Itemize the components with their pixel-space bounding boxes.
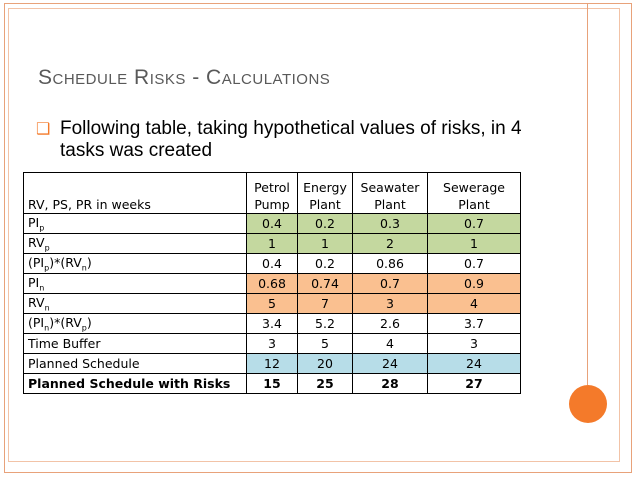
table-row: RVp 1 1 2 1	[23, 233, 521, 254]
table-cell: 0.68	[246, 273, 298, 294]
row-label-part: p	[39, 223, 45, 233]
table-cell: 3	[427, 333, 521, 354]
table-row: (PIp)*(RVn) 0.4 0.2 0.86 0.7	[23, 253, 521, 274]
table-cell: 1	[246, 233, 298, 254]
table-cell: 3	[246, 333, 298, 354]
header-label-cell: RV, PS, PR in weeks	[23, 172, 247, 214]
table-cell: 1	[427, 233, 521, 254]
row-label-part: (PI	[28, 254, 45, 270]
row-label-part: )*(RV	[49, 254, 82, 270]
row-label: RVp	[23, 233, 247, 254]
hollow-square-bullet-icon: ❑	[36, 121, 51, 138]
row-label: Planned Schedule with Risks	[23, 373, 247, 394]
table-body: PIp 0.4 0.2 0.3 0.7 RVp 1 1 2 1 (PIp)*(RVn) 0.4 0.2 0…	[23, 213, 521, 394]
decorative-line	[587, 3, 588, 385]
table-cell: 2.6	[352, 313, 428, 334]
table-row: PIn 0.68 0.74 0.7 0.9	[23, 273, 521, 294]
table-cell: 20	[297, 353, 353, 374]
row-label-part: p	[44, 243, 50, 253]
table-cell: 0.4	[246, 253, 298, 274]
row-label-part: PI	[28, 274, 40, 290]
table-cell: 0.86	[352, 253, 428, 274]
table-cell: 0.74	[297, 273, 353, 294]
header-col-sewerage-plant: Sewerage Plant	[427, 172, 521, 214]
table-cell: 0.2	[297, 253, 353, 274]
row-label: PIp	[23, 213, 247, 234]
table-cell: 0.2	[297, 213, 353, 234]
orange-circle-icon	[569, 385, 607, 423]
row-label-part: p	[81, 323, 87, 333]
table-cell: 2	[352, 233, 428, 254]
header-col-energy-plant: Energy Plant	[297, 172, 353, 214]
table-cell: 24	[352, 353, 428, 374]
row-label: PIn	[23, 273, 247, 294]
table-cell: 4	[352, 333, 428, 354]
row-label-part: n	[44, 303, 50, 313]
row-label-part: RV	[28, 234, 45, 250]
row-label-part: Planned Schedule with Risks	[28, 376, 231, 391]
table-cell: 12	[246, 353, 298, 374]
table-cell: 5	[297, 333, 353, 354]
slide-title: Schedule Risks - Calculations	[38, 66, 331, 89]
bullet-text: Following table, taking hypothetical val…	[60, 118, 522, 161]
table-row: RVn 5 7 3 4	[23, 293, 521, 314]
row-label-part: n	[39, 283, 45, 293]
row-label-part: Time Buffer	[28, 336, 101, 351]
schedule-risk-table: RV, PS, PR in weeks Petrol Pump Energy P…	[23, 172, 521, 394]
header-col-seawater-plant: Seawater Plant	[352, 172, 428, 214]
row-label-part: n	[81, 263, 87, 273]
row-label-part: p	[44, 263, 50, 273]
row-label: (PIn)*(RVp)	[23, 313, 247, 334]
table-cell: 25	[297, 373, 353, 394]
table-cell: 3	[352, 293, 428, 314]
table-cell: 3.4	[246, 313, 298, 334]
table-cell: 0.7	[352, 273, 428, 294]
table-row: Planned Schedule with Risks 15 25 28 27	[23, 373, 521, 394]
table-cell: 0.7	[427, 213, 521, 234]
row-label: Time Buffer	[23, 333, 247, 354]
table-cell: 5	[246, 293, 298, 314]
table-cell: 5.2	[297, 313, 353, 334]
table-cell: 3.7	[427, 313, 521, 334]
table-row: (PIn)*(RVp) 3.4 5.2 2.6 3.7	[23, 313, 521, 334]
table-cell: 27	[427, 373, 521, 394]
row-label-part: )	[86, 254, 92, 270]
table-cell: 28	[352, 373, 428, 394]
row-label-part: n	[44, 323, 50, 333]
header-col-petrol-pump: Petrol Pump	[246, 172, 298, 214]
row-label-part: (PI	[28, 314, 45, 330]
table-cell: 15	[246, 373, 298, 394]
table-row: Planned Schedule 12 20 24 24	[23, 353, 521, 374]
table-cell: 4	[427, 293, 521, 314]
row-label: (PIp)*(RVn)	[23, 253, 247, 274]
row-label-part: )	[86, 314, 92, 330]
table-cell: 1	[297, 233, 353, 254]
row-label-part: Planned Schedule	[28, 356, 140, 371]
table-row: Time Buffer 3 5 4 3	[23, 333, 521, 354]
row-label: RVn	[23, 293, 247, 314]
table-cell: 7	[297, 293, 353, 314]
row-label-part: RV	[28, 294, 45, 310]
row-label-part: )*(RV	[49, 314, 82, 330]
table-row: PIp 0.4 0.2 0.3 0.7	[23, 213, 521, 234]
row-label: Planned Schedule	[23, 353, 247, 374]
table-cell: 24	[427, 353, 521, 374]
table-cell: 0.7	[427, 253, 521, 274]
table-cell: 0.9	[427, 273, 521, 294]
row-label-part: PI	[28, 214, 40, 230]
table-cell: 0.4	[246, 213, 298, 234]
table-header-row: RV, PS, PR in weeks Petrol Pump Energy P…	[23, 172, 521, 214]
slide-frame	[4, 3, 632, 473]
slide-inner-frame	[8, 8, 620, 462]
table-cell: 0.3	[352, 213, 428, 234]
